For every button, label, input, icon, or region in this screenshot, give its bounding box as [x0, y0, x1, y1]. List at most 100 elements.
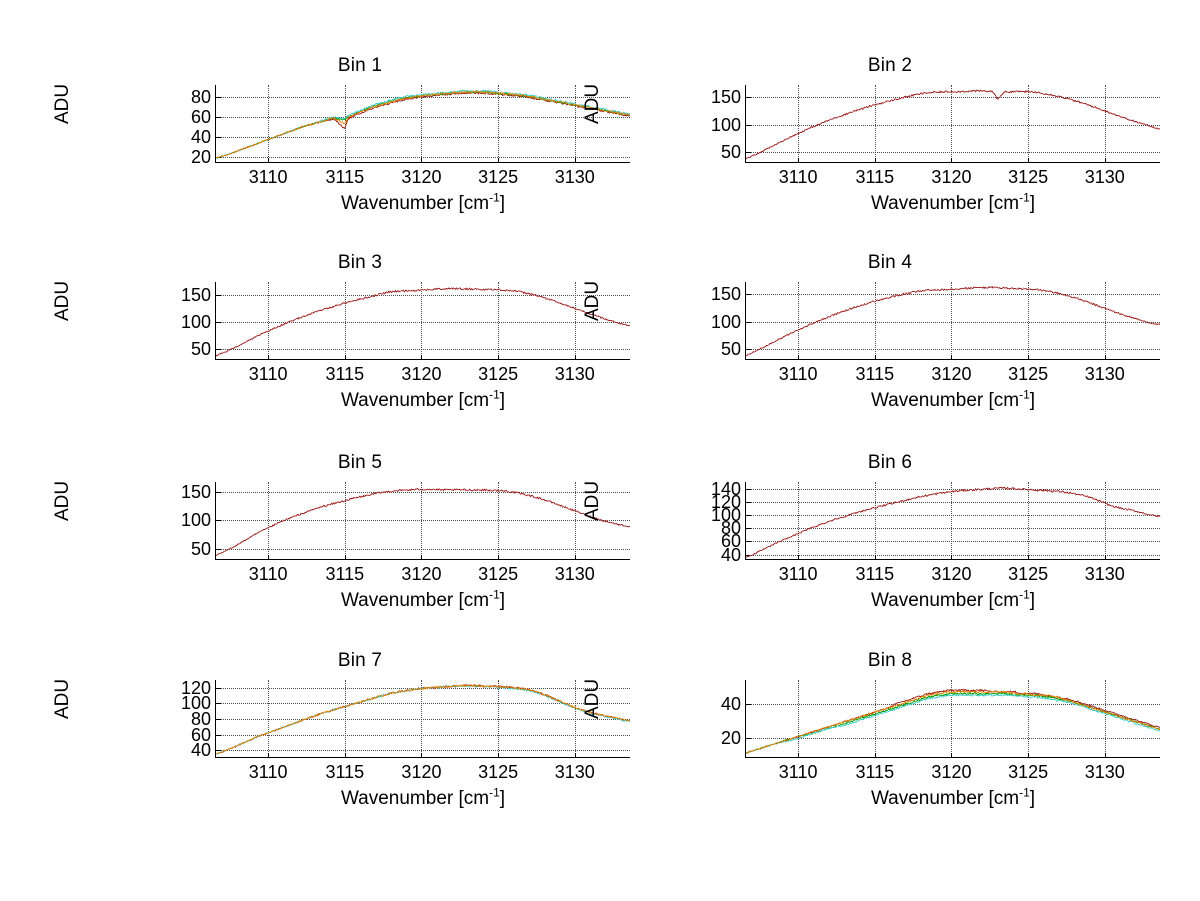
x-axis-label-main: Wavenumber [cm — [870, 193, 1020, 214]
trace-red — [746, 90, 1160, 159]
x-axis-spine — [745, 359, 1160, 360]
x-tick-label: 3115 — [325, 167, 365, 187]
plot-panel-1: Bin 1 20 40 60 80 3110 3115 3120 3125 3130 ADU Wave… — [52, 55, 660, 250]
x-tick-mark — [1028, 158, 1030, 163]
gridline-horizontal — [746, 124, 1160, 126]
x-tick-mark — [798, 355, 800, 360]
x-tick-label: 3115 — [855, 762, 895, 782]
y-tick-label: 100 — [180, 312, 211, 333]
y-axis-label: ADU — [52, 83, 73, 124]
x-tick-label: 3115 — [325, 364, 365, 384]
x-tick-label: 3110 — [778, 564, 818, 584]
x-tick-label: 3120 — [401, 762, 442, 782]
x-axis-label-tail: ] — [499, 193, 506, 214]
x-tick-label: 3130 — [554, 762, 595, 782]
x-axis-label-main: Wavenumber [cm — [340, 193, 490, 214]
y-tick-label: 140 — [710, 478, 741, 499]
y-tick-mark — [746, 528, 751, 530]
trace-red — [216, 92, 630, 158]
gridline-vertical — [268, 680, 270, 758]
x-tick-label: 3110 — [778, 762, 818, 782]
y-tick-label: 80 — [190, 87, 211, 107]
plot-panel-2: Bin 2 50 100 150 3110 3115 3120 3125 3130 ADU Wave… — [582, 55, 1190, 250]
x-tick-mark — [498, 555, 500, 560]
x-tick-mark — [421, 158, 423, 163]
gridline-horizontal — [216, 734, 630, 736]
y-axis-spine — [745, 85, 746, 163]
x-tick-label: 3110 — [248, 167, 288, 187]
y-tick-label: 150 — [180, 285, 211, 306]
y-tick-label: 150 — [710, 87, 741, 108]
y-tick-mark — [746, 321, 751, 323]
series-group — [216, 482, 630, 560]
gridline-vertical — [951, 282, 953, 360]
x-tick-mark — [574, 158, 576, 163]
gridline-vertical — [574, 282, 576, 360]
gridline-vertical — [344, 85, 346, 163]
x-tick-label: 3115 — [325, 564, 365, 584]
x-tick-label: 3110 — [778, 167, 818, 187]
trace-red — [746, 689, 1160, 753]
gridline-vertical — [1104, 85, 1106, 163]
gridline-horizontal — [746, 554, 1160, 556]
x-axis-label-exponent: -1 — [1019, 587, 1030, 602]
series-group — [216, 282, 630, 360]
series-group — [216, 85, 630, 163]
gridline-vertical — [498, 482, 500, 560]
y-tick-mark — [746, 124, 751, 126]
gridline-vertical — [1028, 282, 1030, 360]
gridline-horizontal — [216, 492, 630, 494]
x-tick-mark — [874, 158, 876, 163]
gridline-horizontal — [216, 349, 630, 351]
gridline-horizontal — [216, 322, 630, 324]
plot-panel-3: Bin 3 50 100 150 3110 3115 3120 3125 3130 ADU Wave… — [52, 252, 660, 447]
gridline-vertical — [421, 282, 423, 360]
x-tick-mark — [1104, 158, 1106, 163]
y-tick-label: 60 — [190, 724, 211, 745]
x-tick-label: 3125 — [1008, 364, 1049, 384]
y-tick-label: 120 — [180, 677, 211, 698]
y-tick-mark — [746, 554, 751, 556]
series-group — [746, 482, 1160, 560]
x-tick-mark — [874, 753, 876, 758]
x-tick-label: 3130 — [554, 364, 595, 384]
x-axis-label-tail: ] — [1029, 590, 1036, 611]
y-tick-label: 100 — [180, 510, 211, 531]
y-tick-label: 50 — [190, 538, 211, 559]
gridline-vertical — [951, 85, 953, 163]
x-axis-spine — [745, 559, 1160, 560]
x-axis-label-exponent: -1 — [1019, 190, 1030, 205]
x-tick-mark — [574, 555, 576, 560]
gridline-vertical — [1104, 482, 1106, 560]
x-axis-label-exponent: -1 — [1019, 785, 1030, 800]
gridline-vertical — [874, 282, 876, 360]
y-tick-label: 150 — [710, 284, 741, 305]
gridline-vertical — [798, 85, 800, 163]
panel-title: Bin 8 — [867, 650, 913, 671]
x-axis-label-tail: ] — [499, 590, 506, 611]
plot-area — [746, 482, 1160, 559]
x-axis-label: Wavenumber [cm-1] — [216, 589, 630, 612]
gridline-vertical — [798, 482, 800, 560]
x-tick-label: 3125 — [478, 762, 519, 782]
gridline-vertical — [498, 680, 500, 758]
trace-cyan — [746, 695, 1160, 753]
gridline-vertical — [268, 282, 270, 360]
x-tick-mark — [498, 158, 500, 163]
panel-title: Bin 2 — [867, 55, 913, 76]
y-tick-label: 40 — [190, 127, 211, 147]
gridline-vertical — [268, 482, 270, 560]
x-tick-mark — [1104, 355, 1106, 360]
x-axis-spine — [215, 359, 630, 360]
panel-title: Bin 3 — [337, 252, 383, 273]
x-tick-label: 3130 — [1084, 364, 1125, 384]
gridline-vertical — [874, 680, 876, 758]
gridline-vertical — [874, 482, 876, 560]
y-tick-mark — [746, 515, 751, 517]
x-tick-mark — [1104, 753, 1106, 758]
series-group — [746, 85, 1160, 163]
gridline-horizontal — [746, 488, 1160, 490]
y-tick-label: 60 — [720, 531, 741, 552]
x-axis-label-tail: ] — [1029, 390, 1036, 411]
plot-area — [216, 282, 630, 359]
